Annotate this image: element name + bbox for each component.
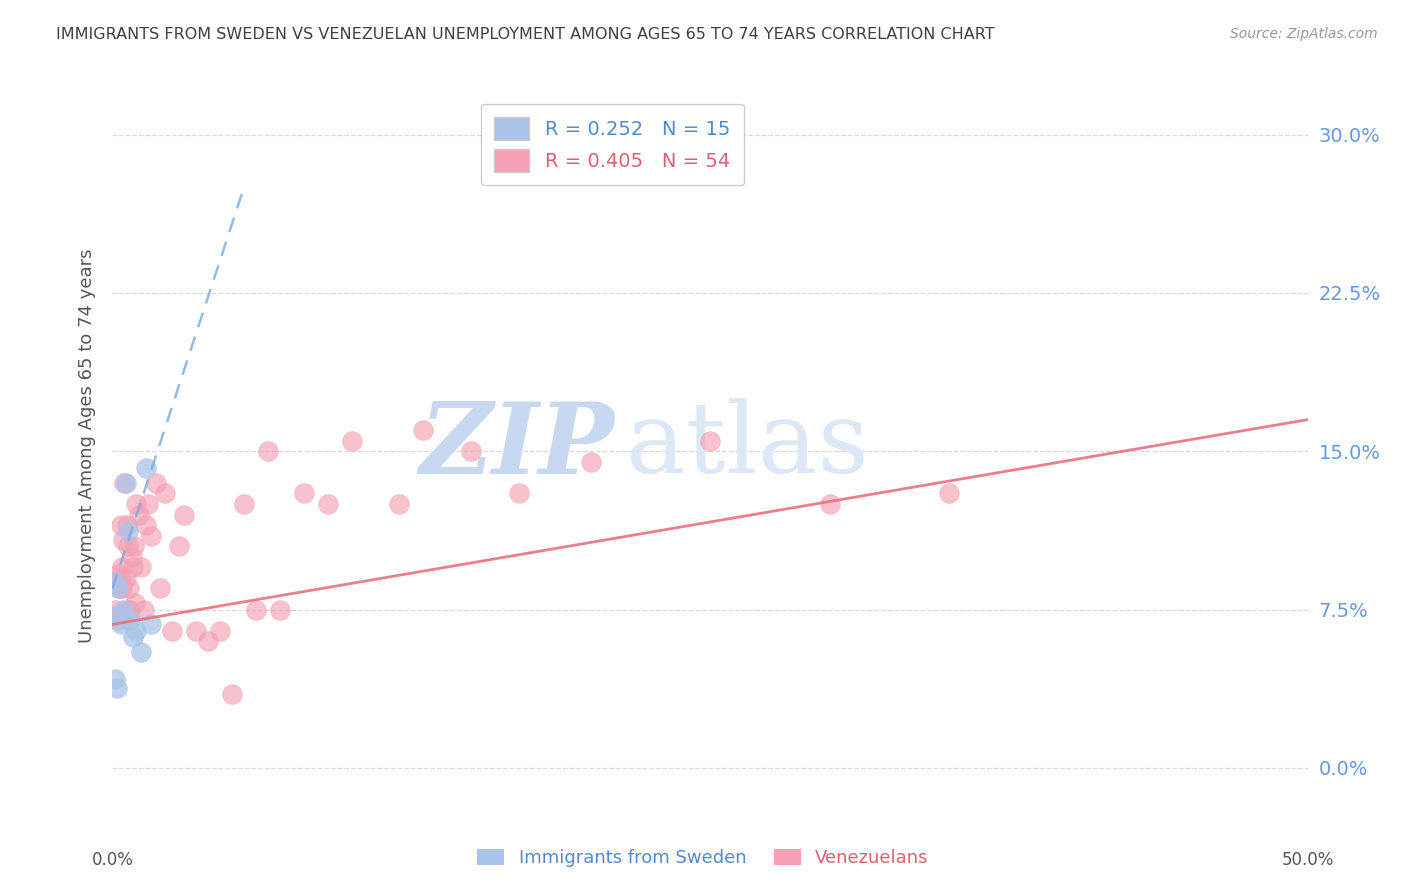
Point [121, 630, 143, 644]
Point [149, 582, 172, 596]
Text: 50.0%: 50.0% [1281, 851, 1334, 869]
Point [257, 444, 280, 458]
Point [135, 518, 157, 533]
Point [508, 486, 530, 500]
Point [129, 560, 152, 574]
Point [128, 508, 150, 522]
Legend: R = 0.252   N = 15, R = 0.405   N = 54: R = 0.252 N = 15, R = 0.405 N = 54 [481, 103, 744, 186]
Point [118, 582, 141, 596]
Point [135, 461, 157, 475]
Point [112, 533, 135, 547]
Point [269, 602, 291, 616]
Text: ZIP: ZIP [419, 398, 614, 494]
Point [110, 617, 132, 632]
Point [138, 497, 160, 511]
Point [818, 497, 841, 511]
Point [108, 571, 131, 585]
Point [120, 602, 142, 616]
Point [412, 423, 434, 437]
Text: Source: ZipAtlas.com: Source: ZipAtlas.com [1230, 27, 1378, 41]
Point [107, 566, 129, 581]
Point [114, 475, 135, 490]
Point [388, 497, 411, 511]
Point [938, 486, 960, 500]
Point [108, 582, 131, 596]
Point [125, 624, 148, 638]
Point [124, 596, 146, 610]
Point [129, 645, 152, 659]
Point [114, 571, 136, 585]
Text: 0.0%: 0.0% [91, 851, 134, 869]
Point [117, 539, 139, 553]
Point [221, 687, 243, 701]
Point [316, 497, 339, 511]
Text: atlas: atlas [627, 398, 869, 494]
Point [186, 624, 208, 638]
Point [103, 608, 125, 623]
Point [122, 539, 145, 553]
Point [139, 529, 162, 543]
Point [162, 624, 183, 638]
Y-axis label: Unemployment Among Ages 65 to 74 years: Unemployment Among Ages 65 to 74 years [77, 249, 96, 643]
Point [197, 634, 219, 648]
Point [105, 608, 128, 623]
Point [121, 549, 143, 564]
Point [121, 560, 143, 574]
Text: IMMIGRANTS FROM SWEDEN VS VENEZUELAN UNEMPLOYMENT AMONG AGES 65 TO 74 YEARS CORR: IMMIGRANTS FROM SWEDEN VS VENEZUELAN UNE… [56, 27, 995, 42]
Point [104, 575, 127, 590]
Point [233, 497, 256, 511]
Point [115, 518, 138, 533]
Point [114, 475, 136, 490]
Point [111, 560, 134, 574]
Point [209, 624, 232, 638]
Point [699, 434, 721, 448]
Point [169, 539, 191, 553]
Point [110, 518, 132, 533]
Point [105, 681, 128, 695]
Point [115, 602, 138, 616]
Point [139, 617, 162, 632]
Legend: Immigrants from Sweden, Venezuelans: Immigrants from Sweden, Venezuelans [470, 841, 936, 874]
Point [104, 672, 127, 686]
Point [125, 497, 148, 511]
Point [112, 602, 135, 616]
Point [145, 475, 167, 490]
Point [117, 524, 139, 539]
Point [111, 582, 134, 596]
Point [173, 508, 195, 522]
Point [340, 434, 363, 448]
Point [460, 444, 482, 458]
Point [120, 613, 142, 627]
Point [132, 602, 155, 616]
Point [107, 582, 129, 596]
Point [105, 613, 128, 627]
Point [104, 602, 127, 616]
Point [579, 455, 602, 469]
Point [153, 486, 176, 500]
Point [245, 602, 267, 616]
Point [292, 486, 315, 500]
Point [105, 575, 128, 590]
